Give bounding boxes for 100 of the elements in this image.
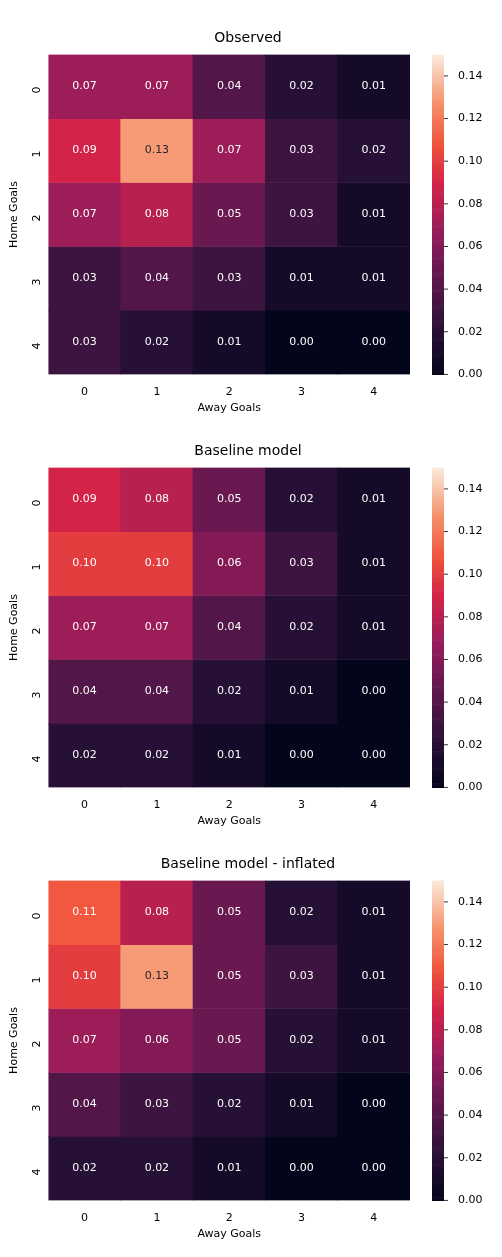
y-tick-label: 0: [30, 86, 44, 94]
data-label: 0.11: [72, 905, 97, 919]
data-label: 0.05: [216, 207, 242, 221]
data-label: 0.10: [72, 556, 97, 570]
data-label: 0.01: [361, 620, 387, 634]
data-label: 0.00: [361, 335, 387, 349]
y-tick-label: 2: [30, 627, 44, 635]
color-bar-label: 0.00: [458, 1193, 483, 1207]
data-label: 0.03: [216, 271, 242, 285]
color-bar-label: 0.10: [458, 980, 483, 994]
x-tick-label: 1: [153, 797, 161, 811]
y-tick-label: 1: [30, 976, 44, 984]
color-bar-label: 0.06: [458, 652, 483, 666]
x-tick-label: 0: [81, 797, 89, 811]
data-label: 0.13: [144, 969, 170, 983]
data-label: 0.03: [289, 969, 314, 983]
x-tick-label: 2: [225, 1210, 233, 1224]
color-bar-label: 0.02: [458, 737, 483, 751]
data-label: 0.01: [289, 684, 314, 698]
data-label: 0.03: [144, 1097, 170, 1111]
y-tick-label: 3: [30, 278, 44, 286]
data-label: 0.10: [72, 969, 97, 983]
y-tick-label: 2: [30, 1040, 44, 1048]
data-label: 0.07: [72, 207, 97, 221]
chart-title: Baseline model - inflated: [160, 854, 336, 871]
y-tick-label: 3: [30, 1104, 44, 1112]
data-label: 0.02: [289, 79, 314, 93]
color-bar-label: 0.04: [458, 1107, 483, 1121]
data-label: 0.01: [361, 905, 387, 919]
color-bar-label: 0.06: [458, 239, 483, 253]
color-bar-label: 0.00: [458, 780, 483, 794]
data-label: 0.01: [216, 748, 242, 762]
data-label: 0.02: [216, 684, 242, 698]
data-label: 0.03: [289, 556, 314, 570]
data-label: 0.01: [361, 556, 387, 570]
data-label: 0.04: [216, 620, 242, 634]
data-label: 0.02: [289, 905, 314, 919]
data-label: 0.03: [72, 271, 97, 285]
data-label: 0.09: [72, 492, 97, 506]
data-label: 0.00: [361, 1097, 387, 1111]
data-label: 0.13: [144, 143, 170, 157]
color-bar-label: 0.10: [458, 567, 483, 581]
color-bar-label: 0.08: [458, 1022, 483, 1036]
data-label: 0.06: [216, 556, 242, 570]
color-bar-label: 0.00: [458, 367, 483, 381]
data-label: 0.03: [289, 143, 314, 157]
data-label: 0.05: [216, 1033, 242, 1047]
y-tick-label: 1: [30, 563, 44, 571]
data-label: 0.02: [289, 620, 314, 634]
data-label: 0.01: [361, 969, 387, 983]
data-label: 0.00: [289, 335, 314, 349]
data-label: 0.02: [289, 492, 314, 506]
data-label: 0.02: [144, 748, 170, 762]
x-tick-label: 4: [370, 797, 378, 811]
color-bar-label: 0.08: [458, 196, 483, 210]
y-tick-label: 4: [30, 342, 44, 350]
x-axis-title: Away Goals: [197, 401, 262, 415]
data-label: 0.05: [216, 969, 242, 983]
data-label: 0.01: [289, 271, 314, 285]
data-label: 0.06: [144, 1033, 170, 1047]
data-label: 0.01: [361, 79, 387, 93]
color-bar-label: 0.02: [458, 324, 483, 338]
data-label: 0.03: [289, 207, 314, 221]
data-label: 0.07: [72, 620, 97, 634]
data-label: 0.07: [144, 79, 170, 93]
x-tick-label: 3: [298, 797, 306, 811]
color-bar-label: 0.12: [458, 111, 483, 125]
y-tick-label: 1: [30, 150, 44, 158]
data-label: 0.04: [144, 684, 170, 698]
data-label: 0.05: [216, 905, 242, 919]
color-bar-label: 0.10: [458, 154, 483, 168]
x-tick-label: 3: [298, 384, 306, 398]
data-label: 0.04: [72, 684, 97, 698]
data-label: 0.07: [72, 1033, 97, 1047]
data-label: 0.02: [361, 143, 387, 157]
data-label: 0.00: [361, 748, 387, 762]
data-label: 0.05: [216, 492, 242, 506]
color-bar-label: 0.12: [458, 937, 483, 951]
data-label: 0.00: [289, 1161, 314, 1175]
data-label: 0.01: [216, 1161, 242, 1175]
data-label: 0.01: [216, 335, 242, 349]
x-axis-title: Away Goals: [197, 1227, 262, 1241]
data-label: 0.01: [289, 1097, 314, 1111]
data-label: 0.02: [72, 1161, 97, 1175]
x-tick-label: 2: [225, 797, 233, 811]
data-label: 0.02: [216, 1097, 242, 1111]
color-bar-label: 0.14: [458, 68, 483, 82]
color-bar-label: 0.12: [458, 524, 483, 538]
data-label: 0.08: [144, 905, 170, 919]
color-bar-label: 0.02: [458, 1150, 483, 1164]
data-label: 0.01: [361, 492, 387, 506]
data-label: 0.00: [361, 684, 387, 698]
data-label: 0.04: [216, 79, 242, 93]
color-bar-label: 0.04: [458, 694, 483, 708]
data-label: 0.08: [144, 207, 170, 221]
x-tick-label: 0: [81, 1210, 89, 1224]
data-label: 0.02: [144, 335, 170, 349]
y-tick-label: 4: [30, 1168, 44, 1176]
data-label: 0.07: [72, 79, 97, 93]
data-label: 0.01: [361, 1033, 387, 1047]
